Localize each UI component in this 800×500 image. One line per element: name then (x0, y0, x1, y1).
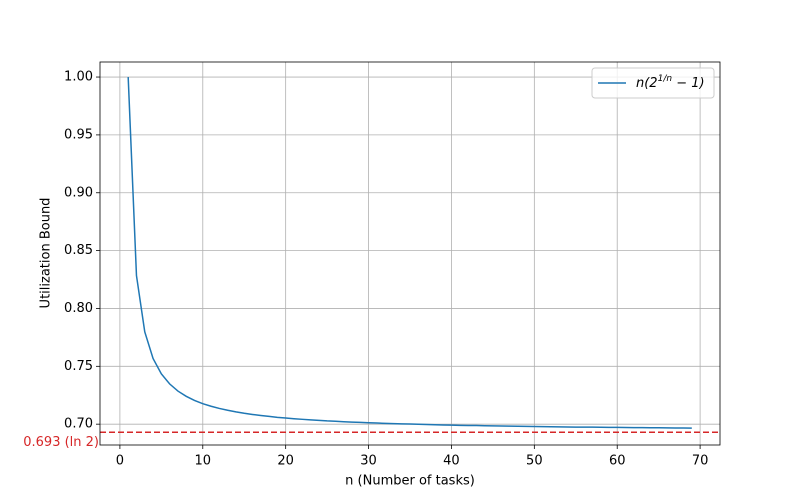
x-tick-label: 10 (195, 454, 212, 469)
y-tick-label: 0.85 (64, 243, 93, 258)
y-axis-label: Utilization Bound (39, 198, 54, 309)
legend: n(21/n − 1) (591, 67, 715, 99)
y-tick-label: 0.95 (64, 127, 93, 142)
legend-box (591, 67, 715, 99)
y-tick-label: 1.00 (64, 70, 93, 85)
x-axis-label: n (Number of tasks) (345, 474, 475, 489)
reference-label: 0.693 (ln 2) (23, 435, 99, 450)
plot-frame (99, 61, 721, 446)
x-tick-label: 20 (277, 454, 294, 469)
x-tick-label: 30 (360, 454, 377, 469)
x-tick-label: 40 (443, 454, 460, 469)
y-tick-label: 0.75 (64, 359, 93, 374)
x-tick-label: 50 (526, 454, 543, 469)
y-tick-label: 0.90 (64, 185, 93, 200)
data-line (127, 77, 692, 429)
x-tick-label: 0 (116, 454, 124, 469)
legend-label: n(21/n − 1) (636, 74, 705, 91)
x-tick-label: 70 (692, 454, 709, 469)
x-tick-label: 60 (609, 454, 626, 469)
y-tick-label: 0.80 (64, 301, 93, 316)
y-tick-label: 0.70 (64, 417, 93, 432)
